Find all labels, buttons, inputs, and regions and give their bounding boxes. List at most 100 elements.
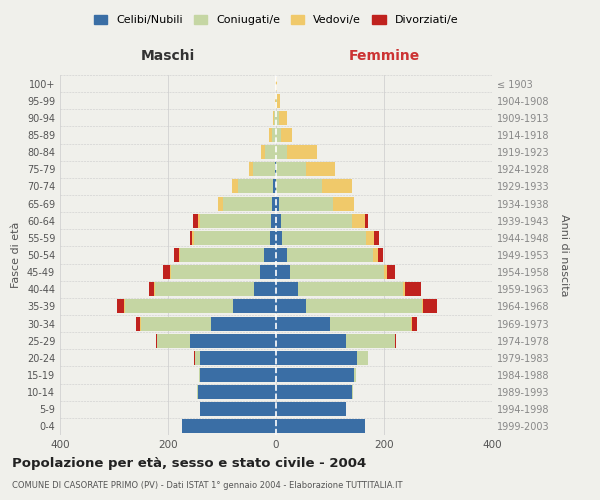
Bar <box>117 300 124 314</box>
Bar <box>403 282 404 296</box>
Bar <box>276 334 346 347</box>
Text: Femmine: Femmine <box>349 49 419 63</box>
Bar <box>276 385 352 399</box>
Bar <box>298 282 403 296</box>
Bar <box>352 214 365 228</box>
Bar <box>357 351 368 365</box>
Bar <box>404 282 421 296</box>
Bar <box>276 368 354 382</box>
Bar <box>274 180 276 194</box>
Bar <box>264 248 276 262</box>
Bar <box>273 111 274 125</box>
Bar <box>424 300 437 314</box>
Bar <box>155 282 254 296</box>
Bar <box>194 351 195 365</box>
Bar <box>276 94 277 108</box>
Bar <box>269 128 272 142</box>
Bar <box>306 300 422 314</box>
Bar <box>181 248 264 262</box>
Bar <box>190 231 193 245</box>
Bar <box>200 402 276 416</box>
Bar <box>199 368 200 382</box>
Bar <box>412 316 417 330</box>
Bar <box>195 351 200 365</box>
Bar <box>193 214 198 228</box>
Bar <box>352 385 353 399</box>
Bar <box>330 316 411 330</box>
Bar <box>276 420 365 434</box>
Bar <box>170 265 171 279</box>
Bar <box>278 111 287 125</box>
Bar <box>276 351 357 365</box>
Bar <box>276 316 330 330</box>
Bar <box>306 162 335 176</box>
Bar <box>200 368 276 382</box>
Bar <box>193 231 194 245</box>
Bar <box>366 231 374 245</box>
Bar <box>182 420 276 434</box>
Text: COMUNE DI CASORATE PRIMO (PV) - Dati ISTAT 1° gennaio 2004 - Elaborazione TUTTIT: COMUNE DI CASORATE PRIMO (PV) - Dati IST… <box>12 481 403 490</box>
Bar <box>276 111 278 125</box>
Legend: Celibi/Nubili, Coniugati/e, Vedovi/e, Divorziati/e: Celibi/Nubili, Coniugati/e, Vedovi/e, Di… <box>89 10 463 30</box>
Bar <box>200 351 276 365</box>
Bar <box>287 248 373 262</box>
Bar <box>276 402 346 416</box>
Bar <box>271 214 276 228</box>
Bar <box>384 265 387 279</box>
Y-axis label: Fasce di età: Fasce di età <box>11 222 21 288</box>
Bar <box>265 145 276 159</box>
Bar <box>276 282 298 296</box>
Bar <box>276 265 290 279</box>
Bar <box>322 180 352 194</box>
Bar <box>374 231 379 245</box>
Bar <box>283 231 366 245</box>
Bar <box>281 128 292 142</box>
Bar <box>253 162 275 176</box>
Bar <box>232 180 238 194</box>
Bar <box>276 196 278 210</box>
Bar <box>136 316 140 330</box>
Bar <box>354 368 356 382</box>
Bar <box>422 300 424 314</box>
Bar <box>365 214 368 228</box>
Bar <box>190 334 276 347</box>
Bar <box>346 334 395 347</box>
Bar <box>276 231 283 245</box>
Bar <box>200 214 271 228</box>
Bar <box>277 94 280 108</box>
Bar <box>276 248 287 262</box>
Text: Popolazione per età, sesso e stato civile - 2004: Popolazione per età, sesso e stato civil… <box>12 458 366 470</box>
Bar <box>387 265 395 279</box>
Bar <box>278 196 332 210</box>
Bar <box>179 248 181 262</box>
Bar <box>272 128 276 142</box>
Bar <box>276 214 281 228</box>
Bar <box>281 214 352 228</box>
Bar <box>254 282 276 296</box>
Bar <box>218 196 223 210</box>
Bar <box>275 162 276 176</box>
Bar <box>276 128 281 142</box>
Bar <box>211 316 276 330</box>
Bar <box>276 162 306 176</box>
Bar <box>124 300 125 314</box>
Bar <box>272 196 276 210</box>
Bar <box>163 265 170 279</box>
Bar <box>223 196 272 210</box>
Bar <box>249 162 253 176</box>
Bar <box>276 76 277 90</box>
Bar <box>149 282 154 296</box>
Bar <box>238 180 274 194</box>
Y-axis label: Anni di nascita: Anni di nascita <box>559 214 569 296</box>
Bar <box>141 316 211 330</box>
Bar <box>290 265 384 279</box>
Bar <box>269 231 276 245</box>
Bar <box>276 300 306 314</box>
Bar <box>260 265 276 279</box>
Bar <box>276 145 287 159</box>
Bar <box>197 385 198 399</box>
Bar <box>174 248 179 262</box>
Bar <box>155 334 157 347</box>
Bar <box>198 214 200 228</box>
Bar <box>125 300 233 314</box>
